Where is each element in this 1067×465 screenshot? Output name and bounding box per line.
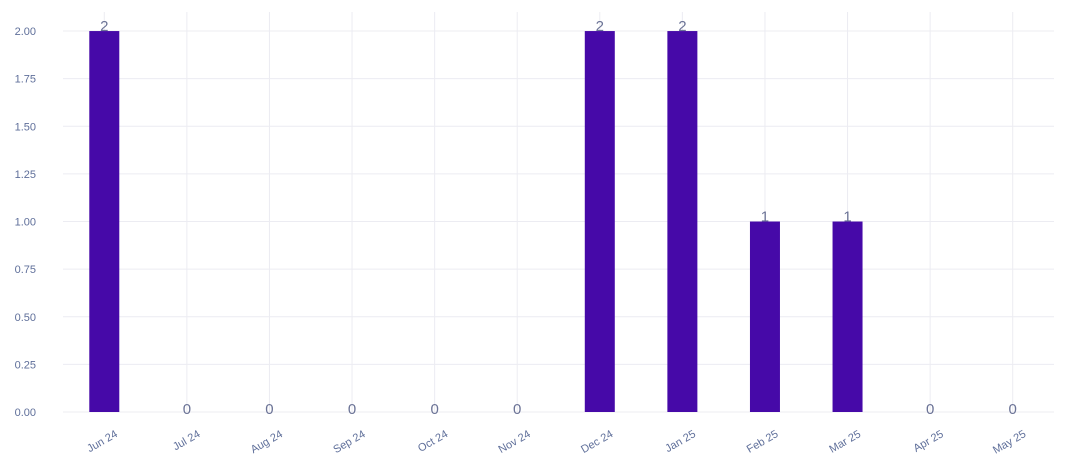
data-label: 2	[596, 18, 604, 35]
chart-grid	[63, 12, 1054, 413]
data-label: 1	[761, 209, 769, 226]
bar[interactable]	[584, 31, 615, 413]
x-tick-label: Aug 24	[249, 428, 285, 456]
data-label: 1	[843, 209, 851, 226]
data-label: 2	[678, 18, 686, 35]
bar[interactable]	[89, 31, 120, 413]
x-tick-label: Mar 25	[827, 428, 863, 456]
x-tick-label: Apr 25	[912, 428, 946, 455]
data-label: 0	[1009, 401, 1017, 418]
bar[interactable]	[832, 221, 863, 412]
x-tick-label: Feb 25	[745, 428, 781, 456]
y-axis: 0.00 0.25 0.50 0.75 1.00 1.25 1.50 1.75 2.00	[15, 26, 36, 419]
bar[interactable]	[749, 221, 780, 412]
data-label: 0	[348, 401, 356, 418]
data-label: 2	[100, 18, 108, 35]
y-tick-label: 1.50	[15, 121, 36, 133]
y-tick-label: 2.00	[15, 26, 36, 38]
x-tick-label: Jun 24	[85, 428, 120, 455]
x-tick-label: Jul 24	[171, 428, 202, 453]
x-tick-label: Sep 24	[331, 428, 367, 456]
x-tick-label: Jan 25	[663, 428, 698, 455]
x-tick-label: Oct 24	[416, 428, 450, 455]
chart-bars	[89, 31, 863, 413]
chart-data-labels: 2 0 0 0 0 0 2 2 1 1 0 0	[100, 18, 1017, 418]
data-label: 0	[926, 401, 934, 418]
data-label: 0	[183, 401, 191, 418]
x-axis: Jun 24 Jul 24 Aug 24 Sep 24 Oct 24 Nov 24 Dec …	[85, 428, 1028, 456]
y-tick-label: 0.75	[15, 264, 36, 276]
data-label: 0	[513, 401, 521, 418]
y-tick-label: 1.25	[15, 169, 36, 181]
x-tick-label: May 25	[991, 428, 1028, 456]
bar[interactable]	[667, 31, 698, 413]
y-tick-label: 1.75	[15, 74, 36, 86]
y-tick-label: 0.25	[15, 359, 36, 371]
y-tick-label: 0.00	[15, 407, 36, 419]
y-tick-label: 0.50	[15, 312, 36, 324]
data-label: 0	[265, 401, 273, 418]
x-tick-label: Dec 24	[579, 428, 615, 456]
y-tick-label: 1.00	[15, 217, 36, 229]
data-label: 0	[430, 401, 438, 418]
x-tick-label: Nov 24	[497, 428, 533, 456]
